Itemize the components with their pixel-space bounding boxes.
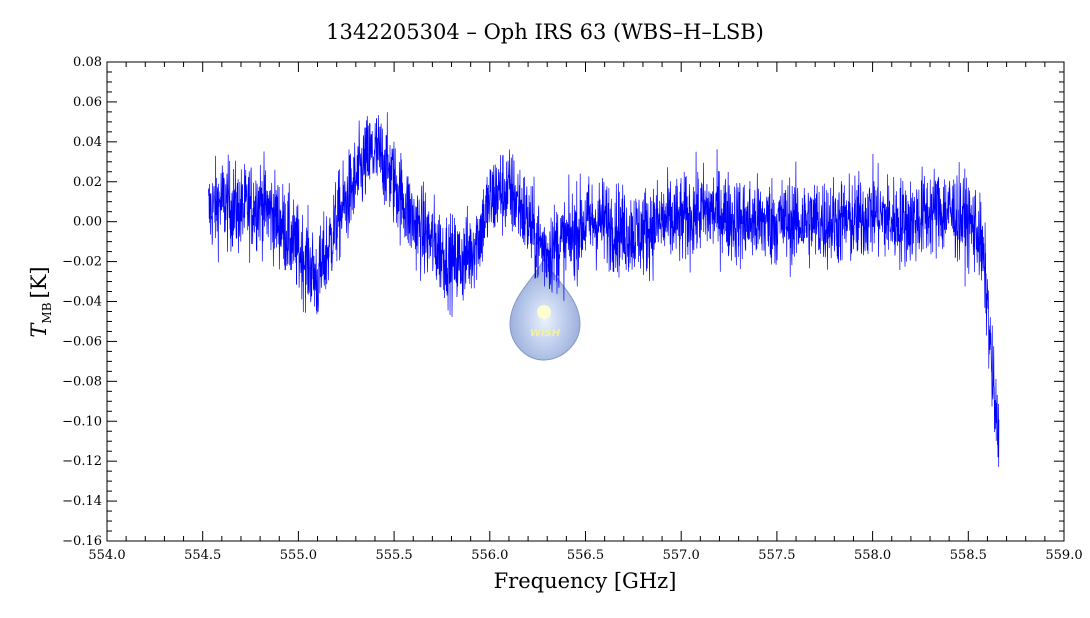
y-tick-label: −0.08 <box>62 374 102 389</box>
y-tick-label: 0.06 <box>73 95 102 110</box>
spectrum-series-line <box>208 112 1000 467</box>
x-tick-label: 556.0 <box>471 548 508 563</box>
x-tick-label: 557.0 <box>663 548 700 563</box>
x-tick-label: 555.0 <box>280 548 317 563</box>
x-tick-label: 555.5 <box>375 548 412 563</box>
plot-frame <box>106 61 1065 542</box>
y-tick-label: −0.14 <box>62 494 102 509</box>
x-axis-label: Frequency [GHz] <box>494 569 677 593</box>
y-tick-label: 0.02 <box>73 175 102 190</box>
x-axis: 554.0 554.5 555.0 555.5 556.0 556.5 557.0 557.5… <box>88 62 1083 563</box>
svg-text:TMB[K]: TMB [K] <box>27 266 54 337</box>
y-tick-label: −0.12 <box>62 454 102 469</box>
x-tick-label: 558.0 <box>854 548 891 563</box>
y-axis-label-main: T <box>27 322 51 338</box>
x-tick-label: 559.0 <box>1045 548 1082 563</box>
y-tick-label: −0.10 <box>62 414 102 429</box>
y-tick-label: −0.06 <box>62 334 102 349</box>
x-tick-label: 554.5 <box>184 548 221 563</box>
y-tick-label: −0.04 <box>62 295 102 310</box>
wish-logo: WISH <box>509 256 581 361</box>
star-glow-icon <box>537 305 551 319</box>
x-tick-label: 554.0 <box>88 548 125 563</box>
chart-title: 1342205304 – Oph IRS 63 (WBS–H–LSB) <box>326 20 764 44</box>
y-tick-label: 0.04 <box>73 135 102 150</box>
x-tick-label: 558.5 <box>950 548 987 563</box>
y-axis-label-sub: MB <box>40 302 54 323</box>
plot-area <box>208 112 1000 467</box>
y-tick-label: 0.00 <box>73 215 102 230</box>
y-axis-label: TMB [K] <box>27 266 54 337</box>
y-axis-label-unit: [K] <box>27 266 51 298</box>
x-tick-label: 557.5 <box>758 548 795 563</box>
y-tick-label: 0.08 <box>73 55 102 70</box>
y-tick-label: −0.02 <box>62 255 102 270</box>
y-axis: 0.08 0.06 0.04 0.02 0.00 −0.02 −0.04 −0.06 −0.08… <box>62 55 1064 549</box>
x-tick-label: 556.5 <box>567 548 604 563</box>
logo-text: WISH <box>530 328 561 339</box>
y-tick-label: −0.16 <box>62 534 102 549</box>
